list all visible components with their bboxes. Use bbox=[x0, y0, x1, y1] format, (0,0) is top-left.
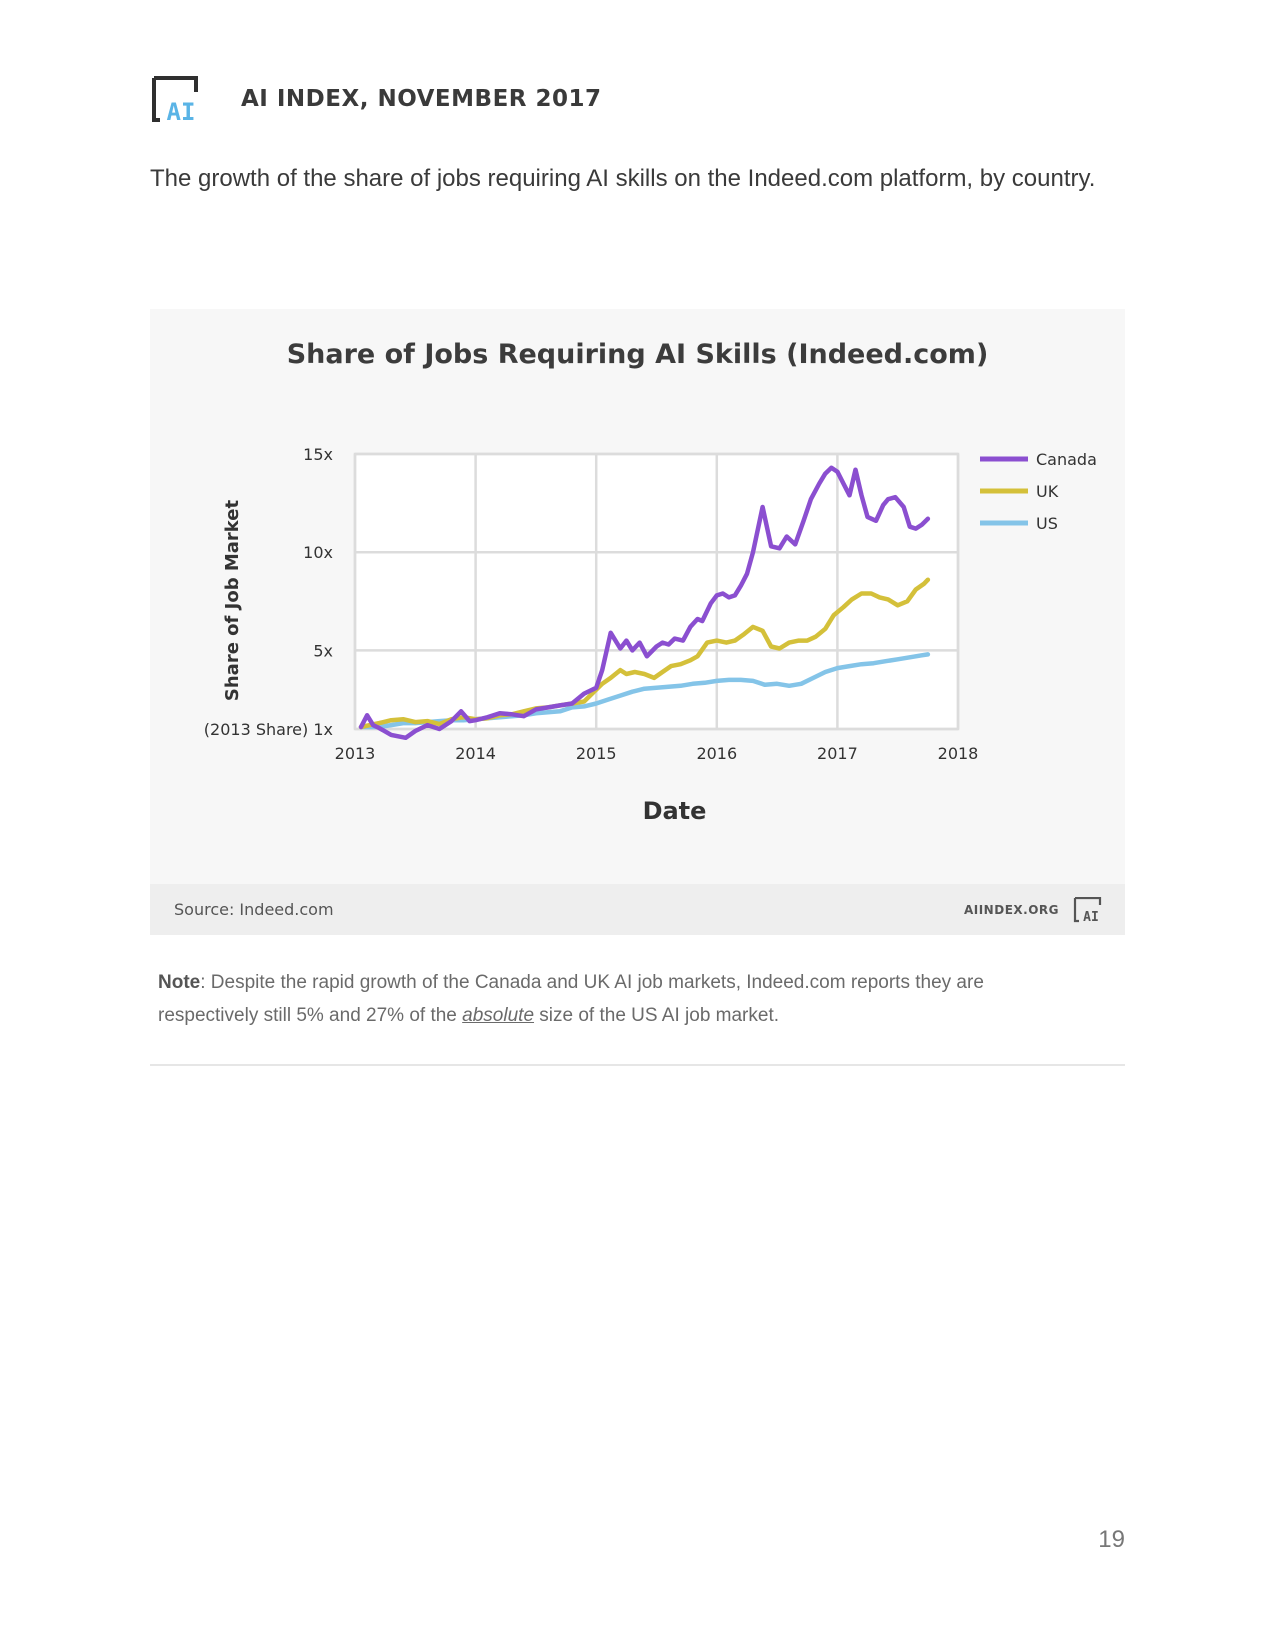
legend-label-us: US bbox=[1036, 514, 1058, 533]
x-tick-label: 2013 bbox=[335, 744, 376, 763]
x-tick-label: 2016 bbox=[696, 744, 737, 763]
note-label: Note bbox=[158, 972, 201, 993]
legend-label-uk: UK bbox=[1036, 482, 1059, 501]
page-number: 19 bbox=[1098, 1526, 1125, 1553]
note-text-after: size of the US AI job market. bbox=[534, 1005, 780, 1026]
note-paragraph: Note: Despite the rapid growth of the Ca… bbox=[158, 966, 1058, 1032]
note-text-before: : Despite the rapid growth of the Canada… bbox=[158, 972, 984, 1026]
source-label: Source: Indeed.com bbox=[174, 900, 334, 919]
chart-title: Share of Jobs Requiring AI Skills (Indee… bbox=[286, 339, 989, 370]
line-chart: 2013 2014 2015 2016 2017 2018 (2013 Share) 1x 5… bbox=[204, 445, 1097, 825]
note-emphasis-link[interactable]: absolute bbox=[462, 1005, 535, 1026]
x-tick-label: 2014 bbox=[455, 744, 496, 763]
svg-text:AI: AI bbox=[167, 98, 196, 124]
y-tick-label: (2013 Share) 1x bbox=[204, 720, 333, 739]
y-tick-label: 10x bbox=[303, 543, 333, 562]
y-tick-label: 5x bbox=[313, 641, 333, 660]
header-title: AI INDEX, NOVEMBER 2017 bbox=[241, 86, 602, 112]
site-label: AIINDEX.ORG bbox=[963, 903, 1059, 917]
ai-index-small-logo-icon: AI bbox=[1073, 897, 1102, 923]
x-axis-label: Date bbox=[643, 797, 707, 825]
divider bbox=[150, 1064, 1125, 1066]
intro-paragraph: The growth of the share of jobs requirin… bbox=[150, 165, 1096, 192]
plot-area bbox=[353, 452, 960, 731]
source-bar: Source: Indeed.com AIINDEX.ORG AI bbox=[150, 884, 1125, 935]
y-tick-label: 15x bbox=[303, 445, 333, 464]
series-line-canada bbox=[358, 465, 931, 741]
svg-text:AI: AI bbox=[1083, 910, 1099, 923]
x-tick-label: 2017 bbox=[817, 744, 858, 763]
y-axis-label: Share of Job Market bbox=[222, 500, 243, 702]
legend-label-canada: Canada bbox=[1036, 450, 1097, 469]
chart-panel: Share of Jobs Requiring AI Skills (Indee… bbox=[150, 309, 1125, 935]
ai-index-logo-icon: AI bbox=[152, 76, 198, 124]
series-line-us bbox=[358, 652, 931, 730]
x-tick-label: 2018 bbox=[938, 744, 979, 763]
x-tick-label: 2015 bbox=[576, 744, 617, 763]
